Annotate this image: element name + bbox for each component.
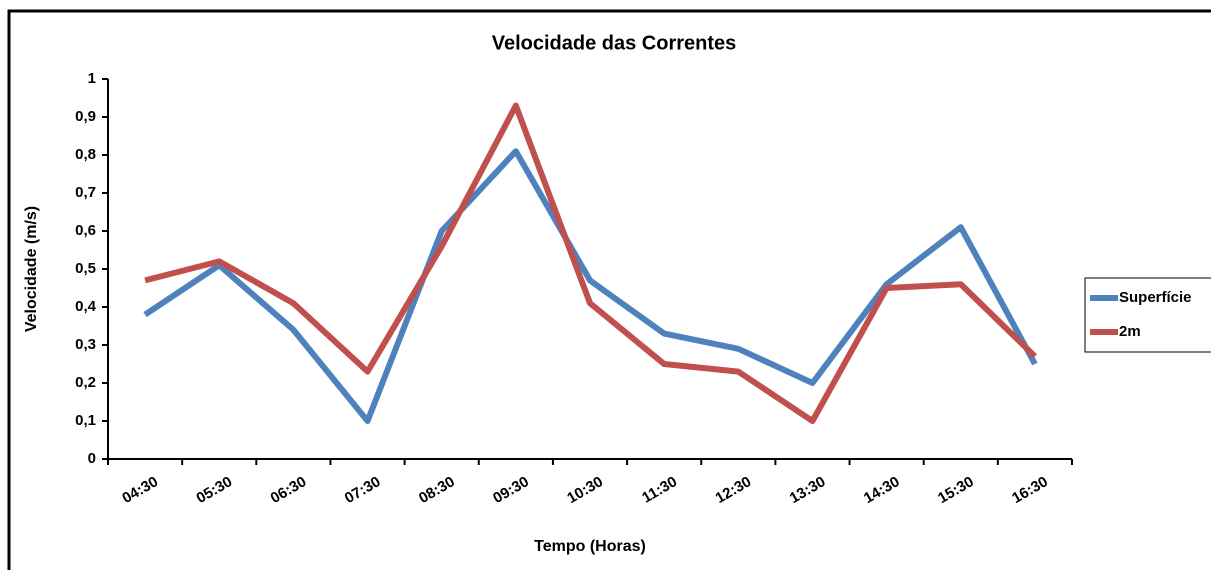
series-line: [143, 148, 1038, 424]
y-tick-label: 0,6: [75, 222, 96, 239]
x-tick-label: 14:30: [861, 473, 903, 507]
y-tick-label: 0: [88, 450, 96, 467]
y-tick-label: 0,3: [75, 336, 96, 353]
x-tick-label: 11:30: [639, 473, 680, 506]
x-tick-label: 08:30: [416, 473, 458, 507]
y-tick-label: 0,8: [75, 146, 96, 163]
x-tick-label: 10:30: [564, 473, 606, 507]
y-tick-label: 1: [88, 70, 96, 87]
x-tick-label: 07:30: [342, 473, 384, 507]
x-axis-label: Tempo (Horas): [534, 538, 646, 555]
x-tick-label: 09:30: [490, 473, 532, 507]
y-tick-label: 0,9: [75, 108, 96, 125]
series-line: [144, 102, 1038, 424]
chart-frame: [7, 9, 1211, 570]
y-tick-label: 0,1: [75, 412, 96, 429]
legend-label: Superfície: [1119, 289, 1192, 306]
legend-label: 2m: [1119, 323, 1141, 340]
x-tick-label: 05:30: [193, 473, 235, 507]
x-tick-label: 04:30: [119, 473, 161, 507]
y-tick-label: 0,2: [75, 374, 96, 391]
y-tick-label: 0,7: [75, 184, 96, 201]
x-tick-label: 12:30: [713, 473, 755, 507]
x-tick-label: 16:30: [1009, 473, 1051, 507]
y-tick-label: 0,5: [75, 260, 96, 277]
y-axis-label: Velocidade (m/s): [23, 206, 40, 332]
chart-title: Velocidade das Correntes: [492, 32, 737, 54]
x-tick-label: 15:30: [935, 473, 977, 507]
x-tick-label: 13:30: [787, 473, 829, 507]
legend-box: [1084, 277, 1211, 353]
y-tick-label: 0,4: [75, 298, 97, 315]
x-tick-label: 06:30: [268, 473, 310, 507]
